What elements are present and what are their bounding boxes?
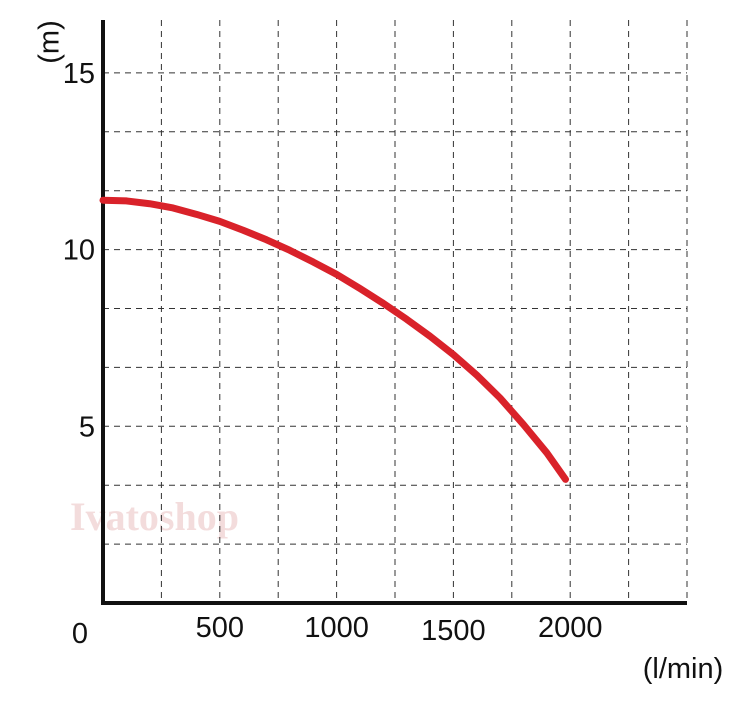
series-group [99, 196, 570, 483]
y-tick-label: 5 [79, 411, 95, 443]
x-tick-label: 0 [72, 618, 88, 650]
grid [103, 20, 688, 603]
x-axis-label: (l/min) [643, 653, 724, 685]
series-line [99, 196, 570, 483]
x-tick-label: 1500 [421, 615, 486, 647]
x-tick-label: 2000 [538, 612, 603, 644]
y-tick-label: 10 [63, 235, 95, 267]
x-tick-label: 500 [196, 612, 244, 644]
x-tick-label: 1000 [304, 612, 369, 644]
axes [101, 20, 687, 605]
y-tick-labels: 5 10 15 [63, 58, 95, 443]
y-tick-label: 15 [63, 58, 95, 90]
watermark: Ivatoshop [70, 494, 239, 539]
y-axis-label: (m) [34, 20, 66, 63]
x-tick-labels: 0 500 1000 1500 2000 [72, 612, 603, 650]
